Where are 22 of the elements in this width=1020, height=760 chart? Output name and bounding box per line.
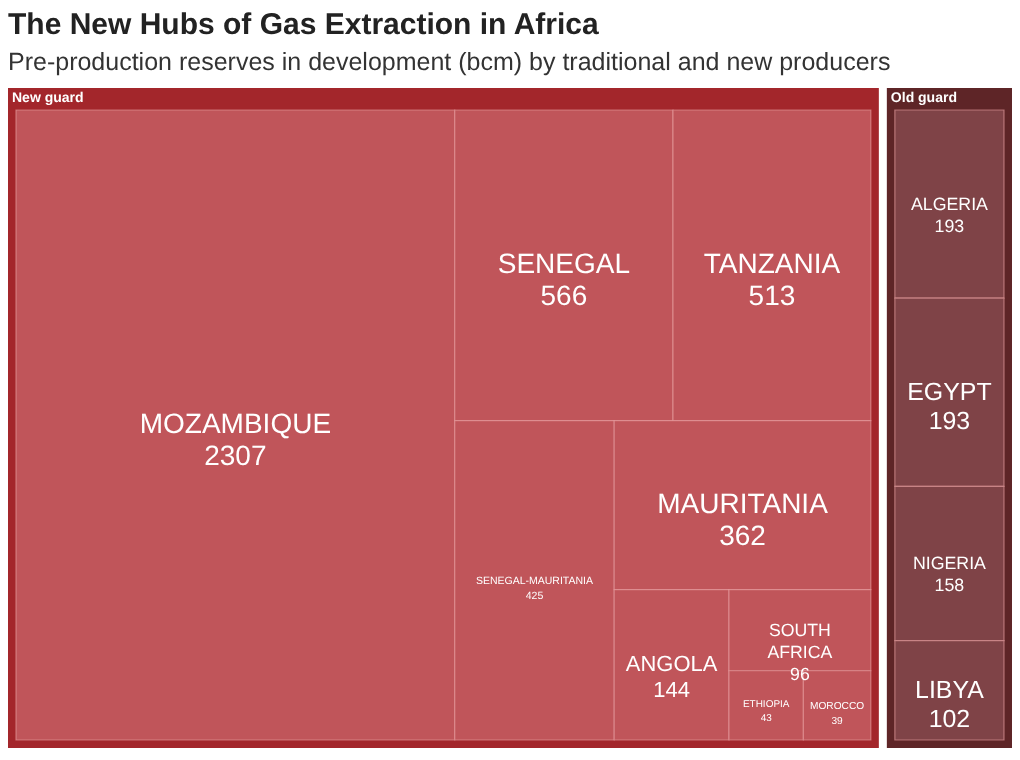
category-label: ALGERIA: [910, 194, 989, 215]
data-label: 193: [934, 215, 965, 236]
text: The New Hubs of Gas Extraction in Africa: [8, 8, 600, 42]
data-label: 158: [934, 575, 965, 596]
category-label: TANZANIA: [703, 247, 842, 280]
category-label: LIBYA: [915, 676, 986, 705]
data-label: 2307: [204, 439, 267, 471]
category-label: MOZAMBIQUE: [139, 407, 332, 439]
category-label: ANGOLA: [625, 652, 719, 677]
data-label: 193: [928, 407, 971, 436]
category-label: EGYPT: [907, 378, 993, 407]
category-label: MAURITANIA: [657, 487, 830, 520]
data-label: 513: [748, 279, 796, 312]
data-label: 96: [790, 663, 810, 684]
category-label: SOUTH AFRICA: [767, 620, 833, 662]
category-label: SENEGAL: [497, 247, 631, 280]
data-label: 144: [653, 678, 690, 703]
category-label: NIGERIA: [912, 553, 987, 574]
text: Pre-production reserves in development (bcm) by traditional and new producers: [8, 48, 891, 76]
data-label: 566: [540, 279, 588, 312]
data-label: 102: [928, 705, 971, 734]
data-label: 362: [719, 519, 767, 552]
